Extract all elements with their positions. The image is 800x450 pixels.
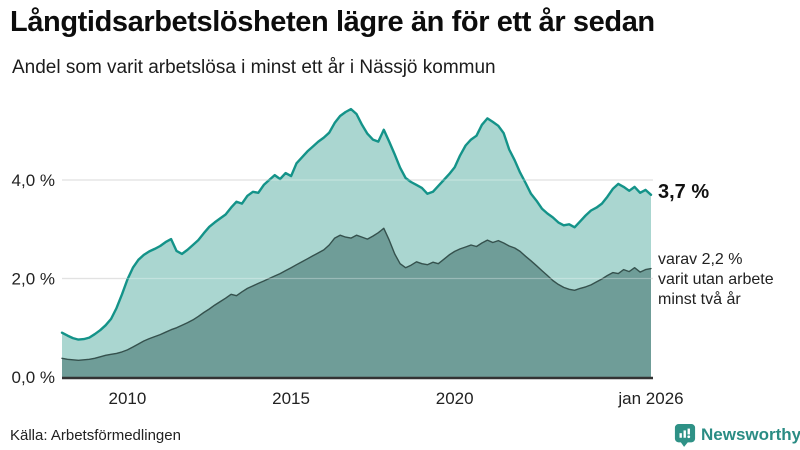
end-value-label: 3,7 % [658,181,710,203]
y-tick-label: 2,0 % [12,270,55,289]
chart-subtitle: Andel som varit arbetslösa i minst ett å… [12,57,496,78]
x-tick-label: 2010 [109,389,147,408]
newsworthy-wordmark: Newsworthy [701,425,800,444]
y-tick-label: 0,0 % [12,368,55,387]
secondary-series-note: varav 2,2 % varit utan arbete minst två … [658,251,774,308]
x-tick-label: 2020 [436,389,474,408]
newsworthy-brand[interactable]: Newsworthy [674,423,800,447]
x-tick-label: 2015 [272,389,310,408]
page-title: Långtidsarbetslösheten lägre än för ett … [10,6,655,38]
y-tick-label: 4,0 % [12,171,55,190]
x-tick-label: jan 2026 [617,389,683,408]
area-min-two-years [62,228,651,377]
line-min-one-year [60,107,653,341]
source-caption: Källa: Arbetsförmedlingen [10,427,181,444]
line-min-two-years [61,227,652,361]
newsworthy-logo-icon [674,424,696,447]
